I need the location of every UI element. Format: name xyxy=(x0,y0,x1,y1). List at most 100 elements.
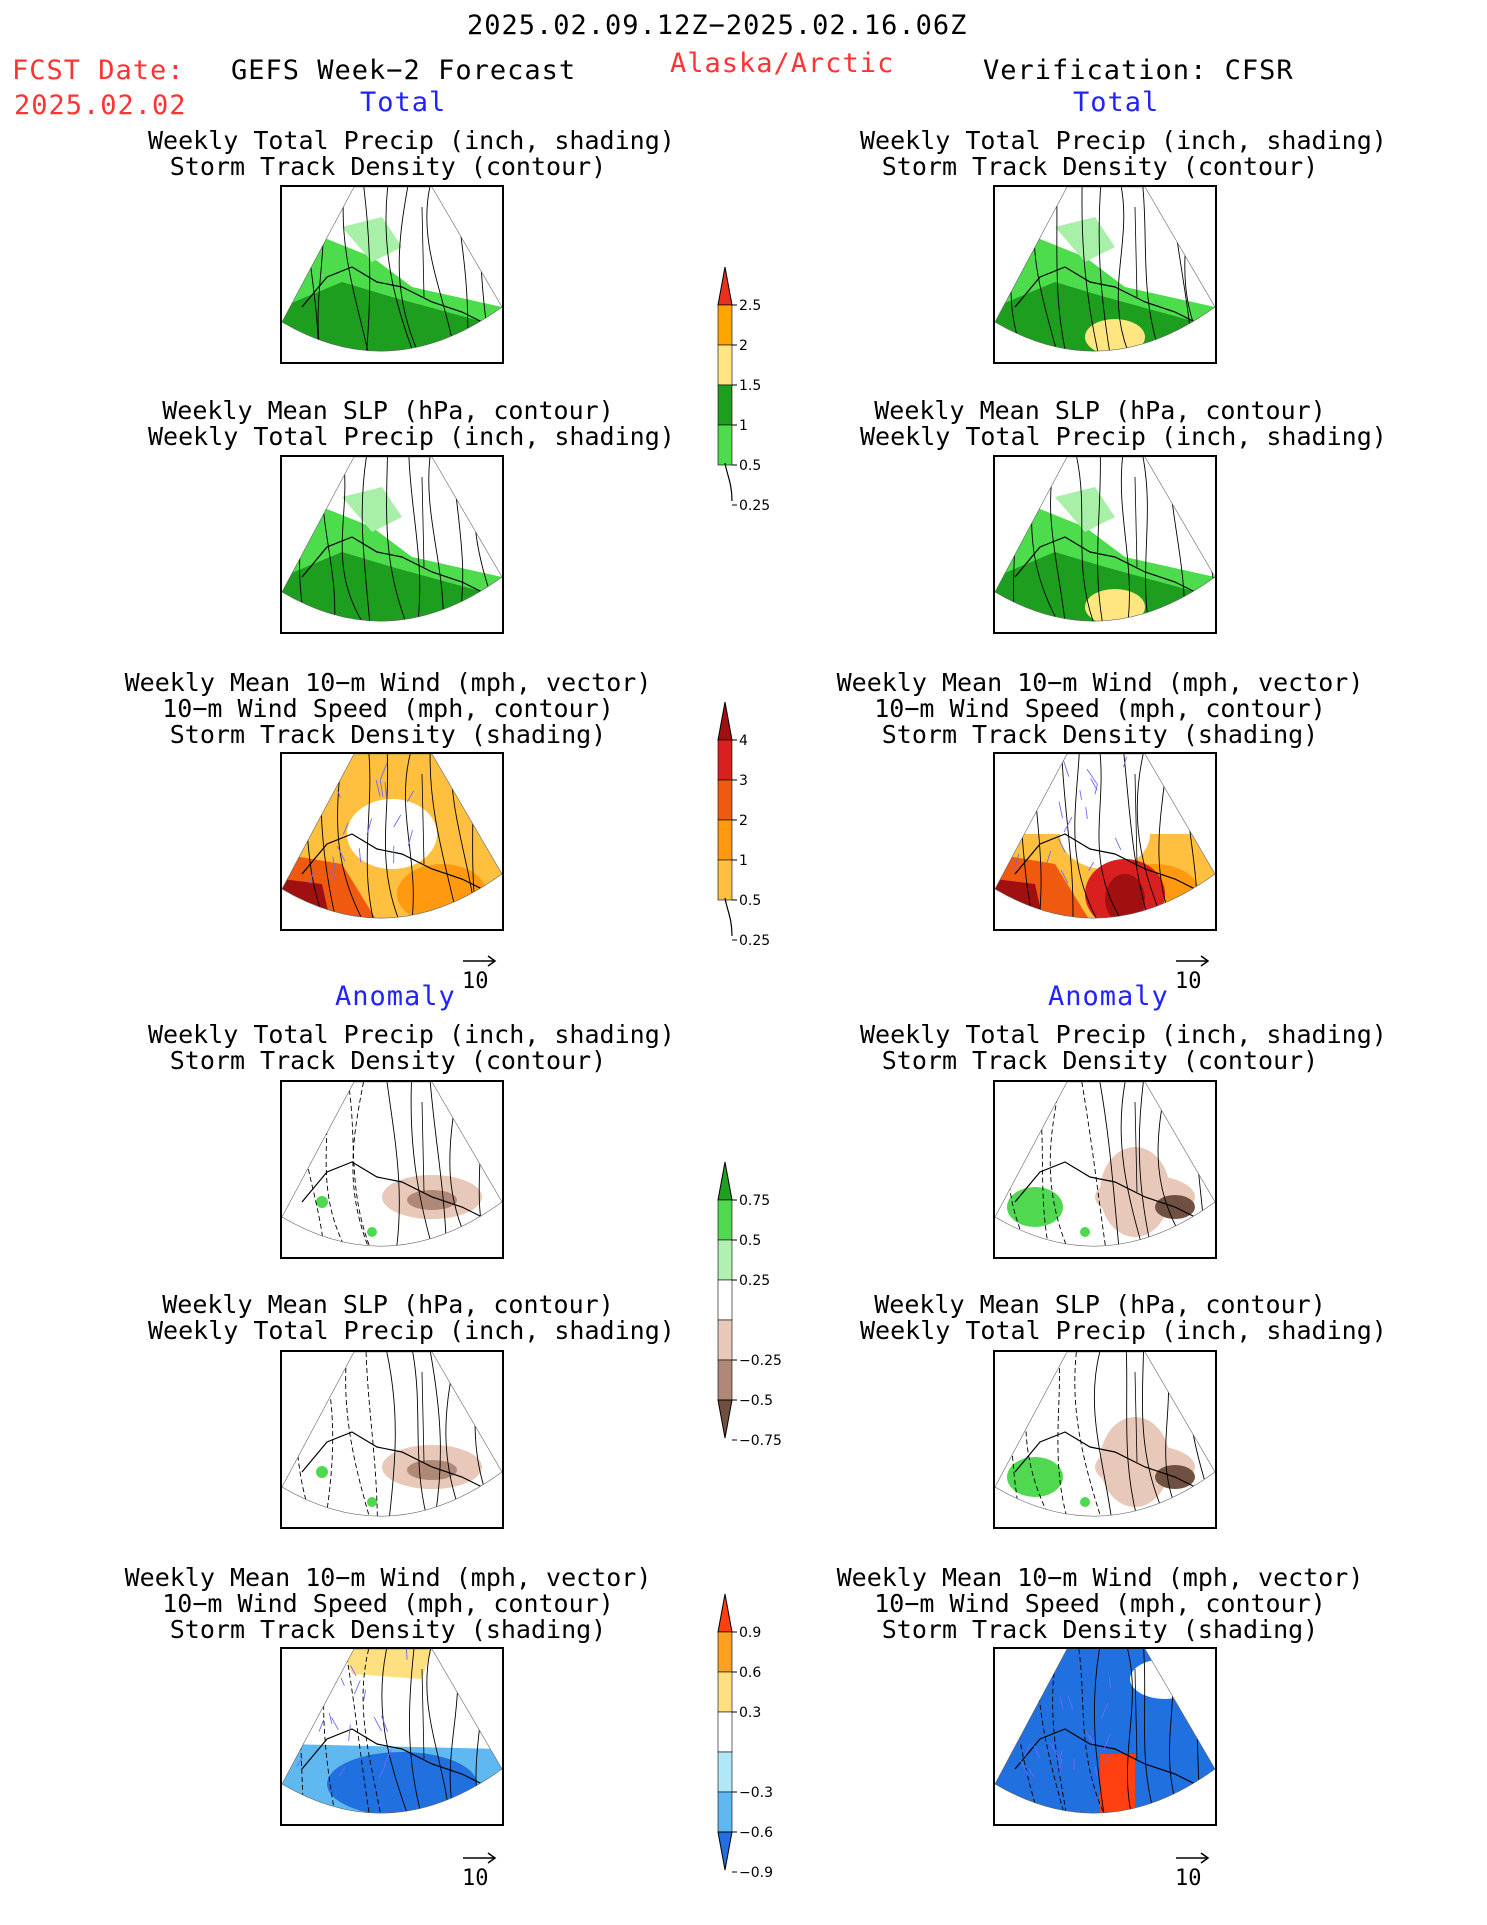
map-f-total-slp xyxy=(280,455,504,634)
contour-line xyxy=(412,1352,430,1517)
colorbar-tick-label: 0.5 xyxy=(739,458,761,474)
border-line xyxy=(421,1101,425,1193)
contour-line xyxy=(1125,1352,1140,1517)
wind-vector xyxy=(354,1680,361,1695)
wind-vector xyxy=(1108,1676,1112,1689)
wind-vector xyxy=(337,789,341,798)
colorbar-tail xyxy=(724,897,733,937)
wind-vector xyxy=(1114,837,1122,851)
colorbar-tick-label: 0.5 xyxy=(739,1233,761,1249)
contour-line xyxy=(366,754,376,919)
section-total-left: Total xyxy=(360,87,447,118)
wind-vector xyxy=(1028,1768,1035,1778)
wind-vector xyxy=(290,754,299,768)
contour-line xyxy=(1117,187,1133,352)
colorbar-tick-label: 0.6 xyxy=(739,1665,761,1681)
contour-line xyxy=(1098,754,1128,919)
map-canvas xyxy=(995,457,1215,622)
arrow-right-icon xyxy=(463,1852,497,1864)
map-field xyxy=(282,187,502,352)
map-v-total-wind xyxy=(993,752,1217,931)
wind-vector xyxy=(1104,1755,1110,1763)
contour-line xyxy=(386,1352,396,1517)
wind-vector xyxy=(1088,861,1095,871)
contour-line xyxy=(1184,187,1212,352)
colorbar-tick-label: 2 xyxy=(739,338,748,354)
map-canvas xyxy=(282,1082,502,1247)
contour-line xyxy=(1011,1649,1042,1814)
wind-vector xyxy=(340,1677,345,1686)
border-line xyxy=(1134,476,1138,568)
contour-line xyxy=(410,1082,436,1247)
contour-line xyxy=(1057,1352,1071,1517)
wind-vector xyxy=(318,1719,325,1732)
map-canvas xyxy=(995,1082,1215,1247)
contour-line xyxy=(398,187,423,352)
map-f-anom-slp xyxy=(280,1350,504,1529)
title-f-total-precip: Weekly Total Precip (inch, shading) Storm… xyxy=(148,126,675,181)
coastline xyxy=(301,266,493,328)
colorbar-segment xyxy=(717,739,733,781)
contour-line xyxy=(386,1082,400,1247)
colorbar-top-extension xyxy=(717,266,733,306)
map-field xyxy=(282,754,502,919)
wind-vector xyxy=(317,782,322,792)
contour-line xyxy=(453,187,469,352)
border-line xyxy=(421,1668,425,1760)
map-field xyxy=(995,457,1215,622)
contour-line xyxy=(1049,1082,1072,1247)
contour-line xyxy=(1074,1352,1105,1517)
wind-vector xyxy=(294,1701,300,1718)
colorbar-segment xyxy=(717,1751,733,1793)
contour-line xyxy=(352,1082,373,1247)
colorbar-segment xyxy=(717,1279,733,1321)
map-canvas xyxy=(282,1352,502,1517)
map-domain-outline xyxy=(995,1352,1215,1517)
contour-line xyxy=(1143,1649,1158,1814)
map-canvas xyxy=(995,187,1215,352)
map-canvas xyxy=(282,1649,502,1814)
contour-line xyxy=(1138,1082,1154,1247)
colorbar-segment xyxy=(717,1671,733,1713)
colorbar-segment xyxy=(717,384,733,426)
map-f-total-precip xyxy=(280,185,504,364)
wind-vector xyxy=(1103,1733,1111,1750)
vector-ref-f-total: 10 xyxy=(462,948,498,994)
fcst-date-value: 2025.02.02 xyxy=(14,90,187,121)
map-domain-outline xyxy=(995,457,1215,622)
colorbar-bottom-extension xyxy=(717,1399,733,1439)
coastline xyxy=(1014,536,1206,598)
colorbar-segment xyxy=(717,424,733,466)
map-field xyxy=(1007,1352,1215,1517)
map-canvas xyxy=(282,754,502,919)
contour-line xyxy=(1120,457,1130,622)
colorbar-tick-label: −0.75 xyxy=(739,1433,782,1449)
map-domain-outline xyxy=(282,1082,502,1247)
contour-line xyxy=(408,1649,424,1814)
contour-line xyxy=(365,1352,378,1517)
title-f-anom-slp: Weekly Mean SLP (hPa, contour) Weekly Tot… xyxy=(148,1290,675,1345)
colorbar-precip-anom-svg: 0.75 0.5 0.25 −0.25 −0.5 −0.75 xyxy=(717,1161,782,1449)
map-canvas xyxy=(282,457,502,622)
wind-vector xyxy=(363,1689,367,1702)
wind-vector xyxy=(406,790,415,803)
wind-vector xyxy=(1018,1707,1029,1724)
contour-line xyxy=(1052,1649,1069,1814)
colorbar-top-extension xyxy=(717,701,733,741)
wind-vector xyxy=(329,1658,334,1668)
wind-vector xyxy=(303,1711,308,1728)
contour-line xyxy=(300,1082,326,1247)
wind-vector xyxy=(1100,1702,1109,1719)
wind-vector xyxy=(342,822,349,835)
colorbar-tick-label: 1 xyxy=(739,853,748,869)
map-domain-outline xyxy=(282,754,502,919)
vector-ref-v-total: 10 xyxy=(1175,948,1211,994)
map-domain-outline xyxy=(995,1082,1215,1247)
border-line xyxy=(421,206,425,298)
coastline xyxy=(301,1431,493,1493)
map-v-total-precip xyxy=(993,185,1217,364)
map-domain-outline xyxy=(282,1649,502,1814)
wind-vector xyxy=(1085,807,1088,820)
contour-line xyxy=(476,187,493,352)
border-line xyxy=(421,1371,425,1463)
